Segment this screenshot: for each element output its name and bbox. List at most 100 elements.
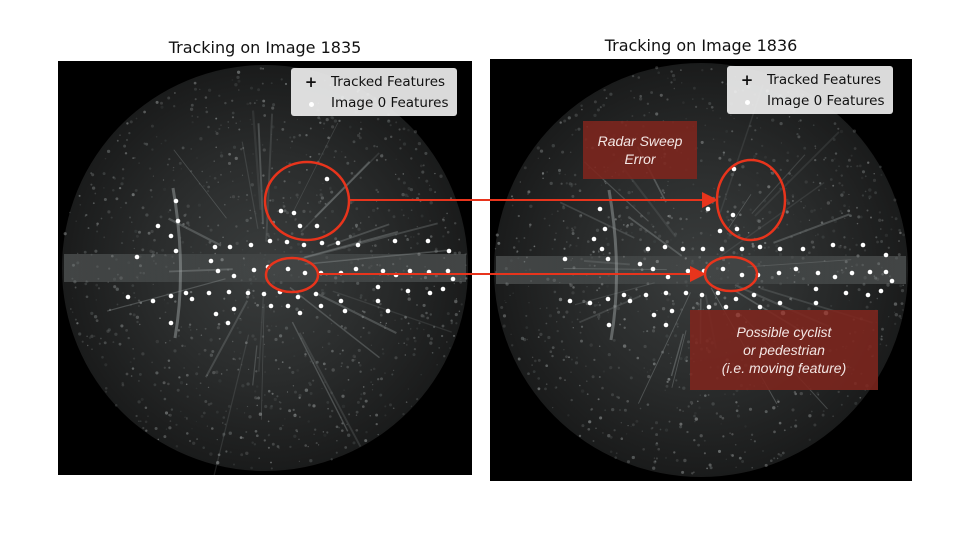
- left-legend: + Tracked Features Image 0 Features: [291, 68, 457, 116]
- feature-point: [183, 290, 189, 296]
- feature-point: [776, 270, 782, 276]
- feature-point: [175, 218, 181, 224]
- feature-point: [645, 246, 651, 252]
- feature-point: [567, 298, 573, 304]
- feature-point: [637, 261, 643, 267]
- feature-point: [168, 233, 174, 239]
- feature-point: [830, 242, 836, 248]
- feature-point: [865, 292, 871, 298]
- feature-point: [150, 298, 156, 304]
- feature-point: [335, 240, 341, 246]
- left-panel-title: Tracking on Image 1835: [168, 38, 362, 57]
- feature-point: [226, 289, 232, 295]
- feature-point: [405, 288, 411, 294]
- feature-point: [427, 290, 433, 296]
- feature-point: [621, 292, 627, 298]
- feature-point: [353, 266, 359, 272]
- feature-point: [643, 292, 649, 298]
- feature-point: [291, 210, 297, 216]
- legend-image0-label: Image 0 Features: [767, 92, 885, 109]
- feature-point: [227, 244, 233, 250]
- feature-point: [301, 242, 307, 248]
- feature-point: [245, 290, 251, 296]
- feature-point: [715, 290, 721, 296]
- feature-point: [213, 311, 219, 317]
- feature-point: [719, 246, 725, 252]
- feature-point: [445, 268, 451, 274]
- feature-point: [380, 268, 386, 274]
- feature-point: [267, 238, 273, 244]
- feature-point: [295, 294, 301, 300]
- feature-point: [446, 248, 452, 254]
- feature-point: [302, 270, 308, 276]
- feature-point: [285, 303, 291, 309]
- feature-point: [832, 274, 838, 280]
- feature-point: [168, 293, 174, 299]
- feature-point: [663, 322, 669, 328]
- feature-point: [605, 296, 611, 302]
- feature-point: [883, 252, 889, 258]
- feature-point: [318, 270, 324, 276]
- feature-point: [324, 176, 330, 182]
- feature-point: [450, 276, 456, 282]
- feature-point: [215, 268, 221, 274]
- feature-point: [248, 242, 254, 248]
- feature-point: [225, 320, 231, 326]
- feature-point: [627, 298, 633, 304]
- feature-point: [338, 298, 344, 304]
- feature-point: [319, 240, 325, 246]
- feature-point: [878, 288, 884, 294]
- feature-point: [685, 268, 691, 274]
- feature-point: [277, 289, 283, 295]
- feature-point: [849, 270, 855, 276]
- feature-point: [212, 244, 218, 250]
- feature-point: [134, 254, 140, 260]
- feature-point: [734, 226, 740, 232]
- legend-image0-entry: Image 0 Features: [301, 92, 449, 113]
- feature-point: [297, 310, 303, 316]
- feature-point: [793, 266, 799, 272]
- feature-point: [440, 286, 446, 292]
- legend-image0-entry: Image 0 Features: [737, 90, 885, 111]
- legend-tracked-label: Tracked Features: [331, 73, 446, 90]
- feature-point: [650, 266, 656, 272]
- feature-point: [173, 248, 179, 254]
- feature-points: [125, 176, 456, 326]
- feature-point: [751, 292, 757, 298]
- feature-point: [602, 226, 608, 232]
- feature-point: [392, 238, 398, 244]
- feature-point: [717, 228, 723, 234]
- feature-point: [265, 264, 271, 270]
- feature-point: [597, 206, 603, 212]
- feature-point: [231, 273, 237, 279]
- feature-point: [189, 296, 195, 302]
- feature-point: [883, 269, 889, 275]
- feature-point: [755, 272, 761, 278]
- feature-point: [313, 291, 319, 297]
- right-legend: + Tracked Features Image 0 Features: [727, 66, 893, 114]
- feature-point: [587, 300, 593, 306]
- feature-point: [706, 304, 712, 310]
- feature-point: [777, 300, 783, 306]
- feature-point: [700, 246, 706, 252]
- feature-point: [297, 223, 303, 229]
- feature-point: [730, 212, 736, 218]
- left-radar-image: [58, 61, 472, 475]
- left-radar-scan: [62, 65, 468, 475]
- feature-point: [867, 269, 873, 275]
- feature-point: [757, 304, 763, 310]
- feature-point: [285, 266, 291, 272]
- feature-point: [231, 306, 237, 312]
- feature-point: [375, 298, 381, 304]
- plus-marker-icon: +: [304, 72, 318, 91]
- feature-point: [733, 296, 739, 302]
- legend-tracked-entry: + Tracked Features: [301, 71, 449, 92]
- feature-point: [155, 223, 161, 229]
- moving-feature-text-line-2: or pedestrian: [743, 342, 825, 358]
- feature-point: [739, 246, 745, 252]
- legend-image0-label: Image 0 Features: [331, 94, 449, 111]
- feature-point: [318, 303, 324, 309]
- feature-point: [889, 278, 895, 284]
- feature-point: [800, 246, 806, 252]
- feature-point: [663, 290, 669, 296]
